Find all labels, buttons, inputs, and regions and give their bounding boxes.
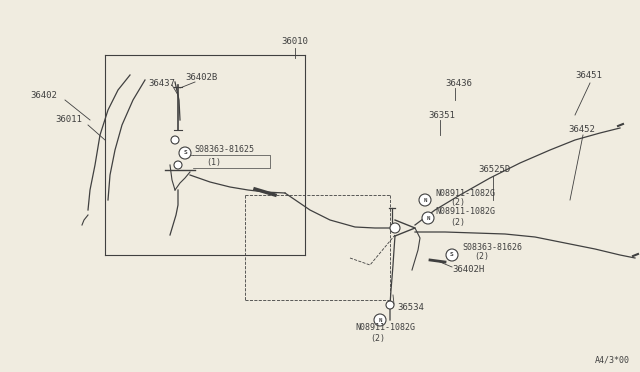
Text: 36402B: 36402B xyxy=(185,74,217,83)
Circle shape xyxy=(419,194,431,206)
Text: S08363-81625: S08363-81625 xyxy=(194,145,254,154)
Text: 36437: 36437 xyxy=(148,78,175,87)
Text: N: N xyxy=(426,215,429,221)
Text: 36402H: 36402H xyxy=(452,266,484,275)
Text: 36525D: 36525D xyxy=(478,166,510,174)
Text: S: S xyxy=(183,151,187,155)
Text: A4/3*00: A4/3*00 xyxy=(595,356,630,365)
Text: (2): (2) xyxy=(474,253,489,262)
Circle shape xyxy=(386,301,394,309)
Text: N08911-1082G: N08911-1082G xyxy=(435,208,495,217)
Text: (2): (2) xyxy=(370,334,385,343)
Text: (2): (2) xyxy=(450,199,465,208)
Circle shape xyxy=(171,136,179,144)
Circle shape xyxy=(179,147,191,159)
Text: N08911-1082G: N08911-1082G xyxy=(355,324,415,333)
Circle shape xyxy=(374,314,386,326)
Text: 36011: 36011 xyxy=(55,115,82,125)
Text: N: N xyxy=(378,317,381,323)
Text: 36010: 36010 xyxy=(282,38,308,46)
Text: 36451: 36451 xyxy=(575,71,602,80)
Text: 36436: 36436 xyxy=(445,78,472,87)
Text: 36534: 36534 xyxy=(397,304,424,312)
Text: N: N xyxy=(424,198,427,202)
Text: N08911-1082G: N08911-1082G xyxy=(435,189,495,198)
Text: (2): (2) xyxy=(450,218,465,227)
Circle shape xyxy=(446,249,458,261)
Text: (1): (1) xyxy=(206,157,221,167)
Circle shape xyxy=(422,212,434,224)
Circle shape xyxy=(390,223,400,233)
Text: 36452: 36452 xyxy=(568,125,595,135)
Circle shape xyxy=(174,161,182,169)
Text: S08363-81626: S08363-81626 xyxy=(462,243,522,251)
Text: S: S xyxy=(450,253,454,257)
Text: 36351: 36351 xyxy=(428,110,455,119)
Text: 36402: 36402 xyxy=(30,90,57,99)
